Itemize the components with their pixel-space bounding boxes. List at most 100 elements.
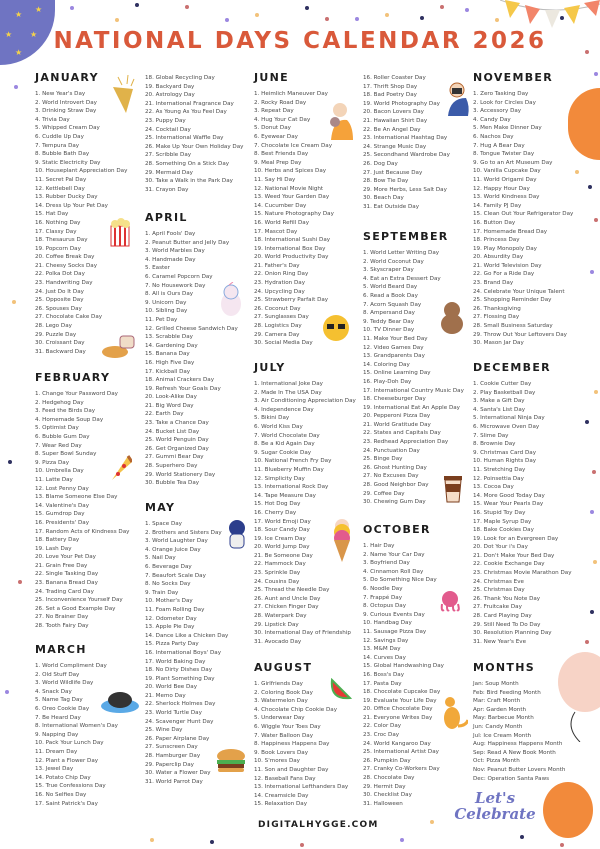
list-item: 18. Cheeseburger Day: [363, 396, 426, 403]
list-item: 21. Be Someone Day: [254, 552, 313, 559]
list-item: 9. Curious Events Day: [363, 611, 425, 618]
list-item: 30. Take a Walk in the Park Day: [145, 178, 233, 185]
photographer-icon: [448, 82, 469, 116]
list-item: 7. Tempura Day: [35, 142, 80, 149]
list-item: 24. Upcycling Day: [254, 288, 305, 295]
list-item: 6. Read a Book Day: [363, 292, 418, 299]
confetti-dot: [14, 85, 18, 89]
teddy-bear-icon: [441, 302, 463, 334]
list-item: 6. Caramel Popcorn Day: [145, 273, 213, 280]
list-item: 2. World Introvert Day: [35, 99, 97, 106]
list-item: 14. Dress Up Your Pet Day: [35, 202, 108, 209]
list-item: 20. Love Your Pet Day: [35, 554, 96, 561]
list-item: 6. Eyewear Day: [254, 133, 298, 140]
list-item: 17. International Country Music Day: [363, 387, 464, 394]
list-item: 18. Princess Day: [473, 237, 520, 244]
list-item: 7. Water Balloon Day: [254, 732, 314, 739]
confetti-dot: [590, 610, 594, 614]
list-item: 3. World Marbles Day: [145, 248, 205, 255]
list-item: 21. Grain Free Day: [35, 562, 88, 569]
list-item: 19. Evaluate Your Life Day: [363, 697, 437, 704]
list-item: 15. Nature Photography Day: [254, 211, 334, 218]
list-item: 19. Ice Cream Day: [254, 535, 306, 542]
list-item: 10. TV Dinner Day: [363, 327, 415, 334]
list-item: 11. Latte Day: [35, 476, 73, 483]
list-item: 24. Scavenger Hunt Day: [145, 718, 214, 725]
list-item: 6. World Kiss Day: [254, 423, 303, 430]
list-item: Nov: Peanut Butter Lovers Month: [473, 766, 566, 773]
list-item: 29. World Stationery Day: [145, 471, 216, 478]
list-item: 24. Cousins Day: [254, 578, 300, 585]
list-item: 1. Change Your Password Day: [35, 391, 118, 397]
list-item: 8. Tongue Twister Day: [473, 151, 535, 158]
list-item: 29. Still Need To Do Day: [473, 621, 541, 628]
list-item: 27. Gummi Bear Day: [145, 454, 204, 461]
list-item: 17. Pasta Day: [363, 680, 402, 687]
list-item: 3. World Laughter Day: [145, 538, 208, 545]
list-item: 6. Nachos Day: [473, 133, 514, 140]
list-item: 3. Boyfriend Day: [363, 560, 410, 567]
list-item: 2. Brothers and Sisters Day: [145, 529, 222, 536]
confetti-dot: [440, 5, 444, 9]
list-item: 28. Hamburger Day: [145, 753, 201, 760]
list-item: 30. Resolution Planning Day: [473, 630, 552, 637]
list-item: 25. Opposite Day: [35, 297, 84, 304]
balloon-orange-icon: [543, 782, 593, 838]
confetti-dot: [592, 470, 596, 474]
list-item: 28. Something On a Stick Day: [145, 160, 230, 167]
list-item: 20. Pepperoni Pizza Day: [363, 413, 431, 420]
list-item: 10. Sibling Day: [145, 308, 188, 315]
list-item: 11. Son and Daughter Day: [254, 766, 329, 773]
list-item: 13. Scrabble Day: [145, 334, 193, 341]
section-may: MAY 1. Space Day 2. Brothers and Sisters D…: [145, 500, 257, 786]
star-icon: ★: [5, 30, 13, 39]
list-item: 24. Trading Card Day: [35, 588, 94, 595]
list-item: 4. Eat an Extra Dessert Day: [363, 275, 441, 282]
list-item: 8. Best Friends Day: [254, 151, 309, 158]
list-item: 15. Global Handwashing Day: [363, 663, 444, 670]
list-item: 18. Bake Cookies Day: [473, 527, 534, 534]
list-item: Mar: Craft Month: [473, 698, 521, 705]
list-item: 20. Dot Your i's Day: [473, 544, 528, 551]
confetti-dot: [135, 3, 139, 7]
ice-cream-cone-icon: [334, 519, 350, 562]
list-item: 17. Thrift Shop Day: [363, 83, 418, 90]
list-item: 1. Cookie Cutter Day: [473, 381, 532, 387]
list-item: 1. Heimlich Maneuver Day: [254, 91, 328, 97]
list-item: 4. Orange Juice Day: [145, 546, 201, 553]
list-item: 23. Redhead Appreciation Day: [363, 439, 449, 446]
list-item: 7. Wear Red Day: [35, 442, 82, 449]
list-item: 12. Plant a Flower Day: [35, 757, 99, 764]
list-item: 5. International Ninja Day: [473, 415, 545, 422]
list-item: 17. Classy Day: [35, 228, 77, 235]
confetti-dot: [225, 18, 229, 22]
list-item: 29. Throw Out Your Leftovers Day: [473, 331, 567, 338]
list-item: 8. Brownie Day: [473, 441, 516, 448]
list-item: 18. Chocolate Cupcake Day: [363, 689, 441, 696]
list-item: 9. Sugar Cookie Day: [254, 449, 312, 456]
list-item: 2. Coloring Book Day: [254, 689, 313, 696]
list-item: 16. No Selfies Day: [35, 791, 87, 798]
list-item: 14. Curves Day: [363, 654, 406, 661]
list-item: 3. Watermelon Day: [254, 698, 308, 705]
list-item: 6. Beverage Day: [145, 563, 192, 570]
confetti-dot: [210, 840, 214, 844]
list-item: 27. Sunscreen Day: [145, 744, 198, 751]
list-item: 12. Poinsettia Day: [473, 475, 524, 482]
list-item: 12. Savings Day: [363, 637, 409, 644]
list-item: 19. Play Monopoly Day: [473, 245, 537, 252]
list-item: 12. Grilled Cheese Sandwich Day: [145, 325, 238, 332]
list-item: 26. Coconut Day: [254, 305, 301, 312]
list-item: 15. Hot Dog Day: [254, 501, 301, 508]
list-item: 13. Weed Your Garden Day: [254, 194, 330, 201]
list-item: 28. Chocolate Day: [363, 775, 415, 782]
list-item: 25. Shopping Reminder Day: [473, 297, 552, 304]
list-item: 1. Space Day: [145, 521, 182, 527]
section-months: MONTHS Jan: Soup Month Feb: Bird Feeding M…: [473, 660, 585, 783]
list-item: 17. Mascot Day: [254, 228, 298, 235]
balloon-pink-icon: [558, 652, 600, 742]
confetti-dot: [115, 18, 119, 22]
list-item: 28. Logistics Day: [254, 323, 302, 330]
list-item: 14. Coloring Day: [363, 361, 410, 368]
list-item: 16. Play-Doh Day: [363, 378, 412, 385]
